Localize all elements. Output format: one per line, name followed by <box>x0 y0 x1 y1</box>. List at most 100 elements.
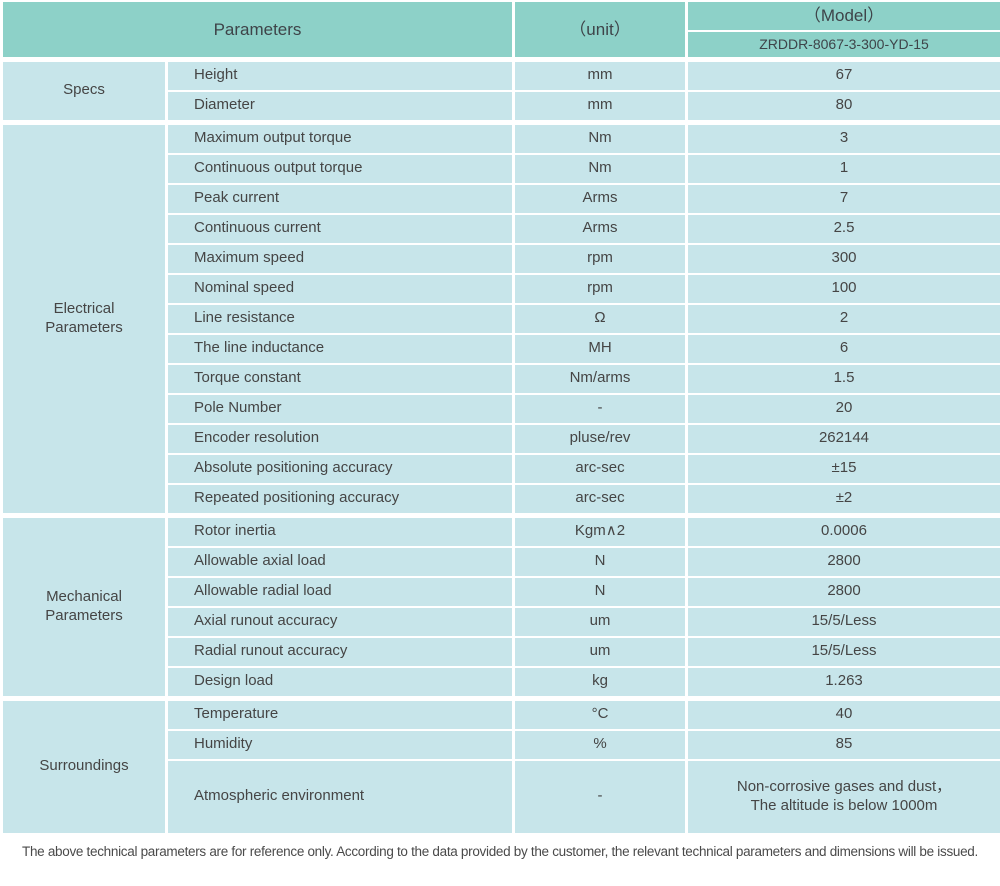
unit-cell: N <box>512 575 688 608</box>
spec-sheet: Parameters （unit） （Model） ZRDDR-8067-3-3… <box>0 0 1000 859</box>
param-cell: Nominal speed <box>165 272 515 305</box>
unit-cell: Arms <box>512 182 688 215</box>
param-cell: Absolute positioning accuracy <box>165 452 515 485</box>
table-row: Surroundings Temperature °C 40 <box>0 695 1000 835</box>
model-number: ZRDDR-8067-3-300-YD-15 <box>685 30 1000 62</box>
header-model-row: ZRDDR-8067-3-300-YD-15 <box>2 30 1000 62</box>
param-cell: Atmospheric environment <box>165 758 515 835</box>
value-cell: ±2 <box>685 482 1000 516</box>
table-row: Encoder resolution pluse/rev 262144 <box>2 422 1000 455</box>
value-cell: 15/5/Less <box>685 635 1000 668</box>
table-row: Diameter mm 80 <box>2 89 1000 123</box>
unit-cell: mm <box>512 56 688 92</box>
unit-cell: Nm <box>512 152 688 185</box>
unit-cell: Arms <box>512 212 688 245</box>
param-cell: Pole Number <box>165 392 515 425</box>
unit-cell: mm <box>512 89 688 123</box>
param-cell: Temperature <box>165 695 515 731</box>
value-cell: 40 <box>685 695 1000 731</box>
unit-cell: Ω <box>512 302 688 335</box>
value-cell: 300 <box>685 242 1000 275</box>
unit-cell: um <box>512 605 688 638</box>
table-row: Electrical Parameters Maximum output tor… <box>0 119 1000 516</box>
param-cell: Height <box>165 56 515 92</box>
value-cell: ±15 <box>685 452 1000 485</box>
value-cell: 7 <box>685 182 1000 215</box>
param-cell: Humidity <box>165 728 515 761</box>
table-row: Line resistance Ω 2 <box>2 302 1000 335</box>
table-row: Repeated positioning accuracy arc-sec ±2 <box>2 482 1000 516</box>
table-row: Nominal speed rpm 100 <box>2 272 1000 305</box>
value-cell: 2800 <box>685 575 1000 608</box>
table-row: Continuous output torque Nm 1 <box>2 152 1000 185</box>
value-cell: 6 <box>685 332 1000 365</box>
param-cell: Radial runout accuracy <box>165 635 515 668</box>
section-label-surroundings: Surroundings <box>0 695 168 835</box>
param-cell: Axial runout accuracy <box>165 605 515 638</box>
unit-cell: N <box>512 545 688 578</box>
value-cell: 67 <box>685 56 1000 92</box>
table-row: Allowable radial load N 2800 <box>2 575 1000 608</box>
unit-cell: rpm <box>512 242 688 275</box>
param-cell: Repeated positioning accuracy <box>165 482 515 516</box>
unit-cell: um <box>512 635 688 668</box>
param-cell: Encoder resolution <box>165 422 515 455</box>
section-label-mechanical: Mechanical Parameters <box>0 512 168 699</box>
value-cell: 80 <box>685 89 1000 123</box>
table-row: Axial runout accuracy um 15/5/Less <box>2 605 1000 638</box>
unit-cell: arc-sec <box>512 482 688 516</box>
footnote: The above technical parameters are for r… <box>22 843 978 859</box>
value-cell: 0.0006 <box>685 512 1000 548</box>
param-cell: Design load <box>165 665 515 699</box>
unit-cell: MH <box>512 332 688 365</box>
header-parameters: Parameters <box>0 0 515 62</box>
value-cell: 15/5/Less <box>685 605 1000 638</box>
unit-cell: Nm <box>512 119 688 155</box>
value-cell: 2 <box>685 302 1000 335</box>
param-cell: Line resistance <box>165 302 515 335</box>
table-header: Parameters （unit） （Model） ZRDDR-8067-3-3… <box>0 0 1000 62</box>
param-cell: Rotor inertia <box>165 512 515 548</box>
unit-cell: % <box>512 728 688 761</box>
table-row: Continuous current Arms 2.5 <box>2 212 1000 245</box>
param-cell: The line inductance <box>165 332 515 365</box>
param-cell: Allowable axial load <box>165 545 515 578</box>
header-model: （Model） <box>685 0 1000 32</box>
unit-cell: °C <box>512 695 688 731</box>
param-cell: Maximum speed <box>165 242 515 275</box>
unit-cell: Nm/arms <box>512 362 688 395</box>
header-unit: （unit） <box>512 0 688 62</box>
param-cell: Continuous output torque <box>165 152 515 185</box>
spec-table: Parameters （unit） （Model） ZRDDR-8067-3-3… <box>0 0 1000 835</box>
param-cell: Allowable radial load <box>165 575 515 608</box>
table-row: Radial runout accuracy um 15/5/Less <box>2 635 1000 668</box>
value-cell: 85 <box>685 728 1000 761</box>
table-row: Allowable axial load N 2800 <box>2 545 1000 578</box>
value-cell: 1.263 <box>685 665 1000 699</box>
param-cell: Diameter <box>165 89 515 123</box>
table-row: Specs Height mm 67 <box>0 56 1000 123</box>
param-cell: Continuous current <box>165 212 515 245</box>
table-row: Absolute positioning accuracy arc-sec ±1… <box>2 452 1000 485</box>
table-row: Mechanical Parameters Rotor inertia Kgm∧… <box>0 512 1000 699</box>
unit-cell: pluse/rev <box>512 422 688 455</box>
table-row: Atmospheric environment - Non-corrosive … <box>2 758 1000 835</box>
table-row: Humidity % 85 <box>2 728 1000 761</box>
table-row: Torque constant Nm/arms 1.5 <box>2 362 1000 395</box>
unit-cell: kg <box>512 665 688 699</box>
table-row: Peak current Arms 7 <box>2 182 1000 215</box>
table-row: The line inductance MH 6 <box>2 332 1000 365</box>
unit-cell: arc-sec <box>512 452 688 485</box>
unit-cell: Kgm∧2 <box>512 512 688 548</box>
table-body: Specs Height mm 67 Diameter mm 80 Electr… <box>0 56 1000 835</box>
section-label-specs: Specs <box>0 56 168 123</box>
value-cell: 1.5 <box>685 362 1000 395</box>
value-cell: 262144 <box>685 422 1000 455</box>
unit-cell: rpm <box>512 272 688 305</box>
value-cell: Non-corrosive gases and dust， The altitu… <box>685 758 1000 835</box>
param-cell: Torque constant <box>165 362 515 395</box>
value-cell: 3 <box>685 119 1000 155</box>
table-row: Pole Number - 20 <box>2 392 1000 425</box>
value-cell: 2.5 <box>685 212 1000 245</box>
value-cell: 20 <box>685 392 1000 425</box>
